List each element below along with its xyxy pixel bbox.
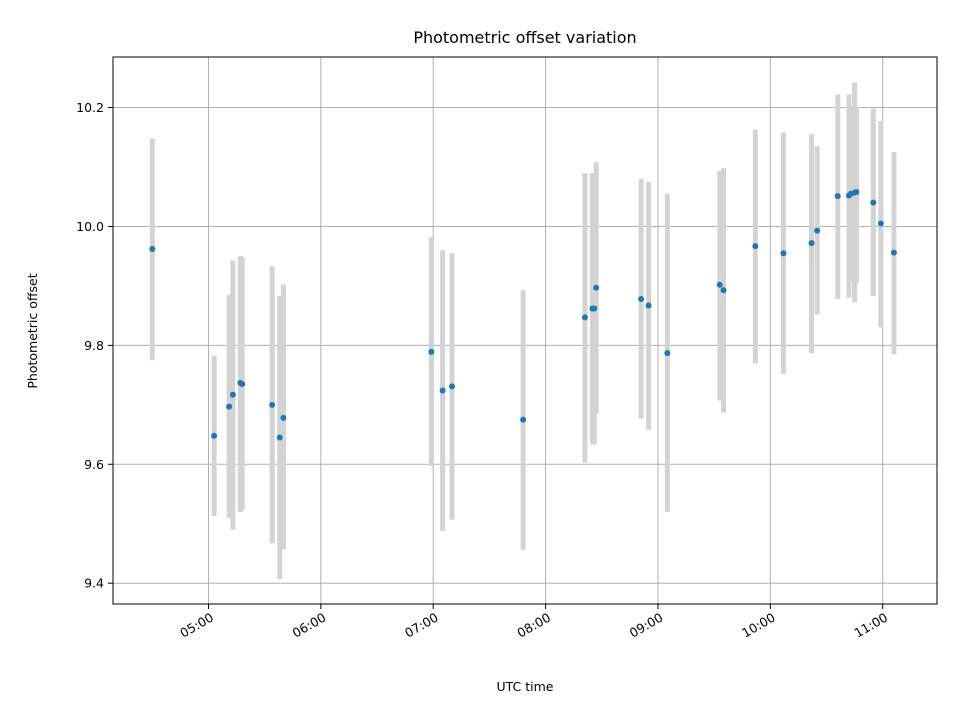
data-point (853, 188, 860, 195)
data-point (591, 305, 598, 312)
data-point (877, 220, 884, 227)
data-point (638, 295, 645, 302)
data-point (581, 314, 588, 321)
data-point (716, 281, 723, 288)
x-axis-label: UTC time (497, 679, 554, 694)
data-point (520, 416, 527, 423)
data-point (149, 246, 156, 253)
data-point (229, 391, 236, 398)
data-point (834, 193, 841, 200)
data-point (448, 383, 455, 390)
data-point (428, 348, 435, 355)
data-point (269, 401, 276, 408)
data-points (149, 188, 897, 441)
y-axis-label: Photometric offset (25, 273, 40, 388)
data-point (645, 302, 652, 309)
y-tick-label: 10.0 (76, 219, 104, 234)
data-point (280, 414, 287, 421)
data-point (780, 250, 787, 257)
data-point (870, 199, 877, 206)
y-tick-label: 9.6 (84, 457, 104, 472)
data-point (664, 350, 671, 357)
data-point (890, 249, 897, 256)
data-point (814, 227, 821, 234)
data-point (439, 387, 446, 394)
data-point (276, 434, 283, 441)
data-point (593, 284, 600, 291)
plot-frame (112, 56, 938, 605)
data-point (808, 240, 815, 247)
data-point (226, 403, 233, 410)
y-tick-label: 9.8 (84, 338, 104, 353)
chart-title: Photometric offset variation (413, 28, 636, 47)
y-tick-label: 10.2 (76, 100, 104, 115)
data-point (720, 287, 727, 294)
y-axis-ticks: 9.4 9.6 9.8 10.0 10.2 (76, 100, 113, 591)
y-tick-label: 9.4 (84, 576, 104, 591)
data-point (239, 381, 246, 388)
data-point (211, 432, 218, 439)
data-point (752, 243, 759, 250)
